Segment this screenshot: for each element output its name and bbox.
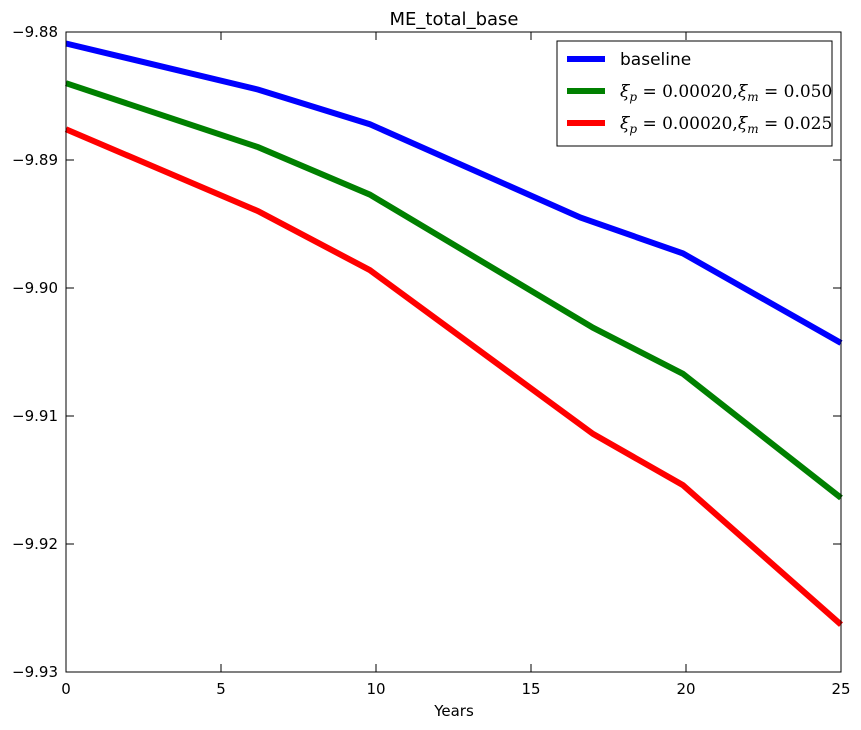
- plot-lines: [64, 40, 843, 627]
- y-tick-label: −9.93: [12, 663, 58, 681]
- legend-label-1: ξp = 0.00020,ξm = 0.050: [620, 82, 832, 104]
- x-tick-label: 20: [676, 680, 695, 698]
- legend: baseline ξp = 0.00020,ξm = 0.050 ξp = 0.00…: [556, 40, 833, 147]
- legend-label-0: baseline: [620, 50, 691, 70]
- x-tick-label: 15: [521, 680, 540, 698]
- y-tick-labels: −9.88 −9.89 −9.90 −9.91 −9.92 −9.93: [12, 23, 58, 681]
- y-tick-label: −9.92: [12, 535, 58, 553]
- legend-label-2: ξp = 0.00020,ξm = 0.025: [620, 114, 832, 136]
- series-line-1: [65, 80, 843, 501]
- x-tick-label: 25: [831, 680, 850, 698]
- y-tick-label: −9.88: [12, 23, 58, 41]
- x-axis-label: Years: [433, 702, 474, 720]
- legend-items: baseline ξp = 0.00020,ξm = 0.050 ξp = 0.00…: [567, 50, 832, 136]
- chart-title: ME_total_base: [390, 9, 519, 30]
- y-tick-label: −9.91: [12, 407, 58, 425]
- y-tick-label: −9.89: [12, 151, 58, 169]
- series-line-0: [65, 40, 843, 346]
- x-tick-labels: 0 5 10 15 20 25: [61, 680, 850, 698]
- series-line-2: [64, 126, 843, 627]
- x-tick-label: 10: [366, 680, 385, 698]
- y-tick-label: −9.90: [12, 279, 58, 297]
- plot-frame: [65, 31, 842, 673]
- axis-ticks: [65, 31, 842, 673]
- x-tick-label: 0: [61, 680, 71, 698]
- x-tick-label: 5: [216, 680, 226, 698]
